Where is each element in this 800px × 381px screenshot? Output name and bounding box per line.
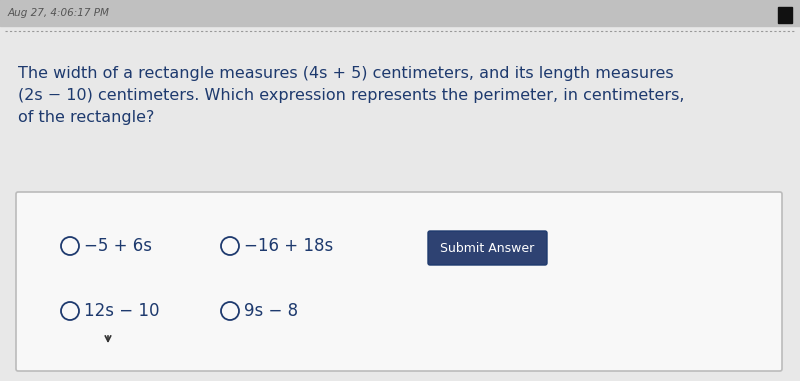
FancyBboxPatch shape [0,26,800,381]
Bar [778,7,792,23]
Text: 12s − 10: 12s − 10 [84,302,159,320]
Bar [0,0,800,26]
Text: −16 + 18s: −16 + 18s [244,237,334,255]
Text: 9s − 8: 9s − 8 [244,302,298,320]
Text: −5 + 6s: −5 + 6s [84,237,152,255]
Text: (2s − 10) centimeters. Which expression represents the perimeter, in centimeters: (2s − 10) centimeters. Which expression … [18,88,685,103]
Text: The width of a rectangle measures (4s + 5) centimeters, and its length measures: The width of a rectangle measures (4s + … [18,66,674,81]
Text: Submit Answer: Submit Answer [440,242,534,255]
Text: Aug 27, 4:06:17 PM: Aug 27, 4:06:17 PM [8,8,110,18]
FancyBboxPatch shape [16,192,782,371]
Text: of the rectangle?: of the rectangle? [18,110,154,125]
FancyBboxPatch shape [428,231,547,265]
